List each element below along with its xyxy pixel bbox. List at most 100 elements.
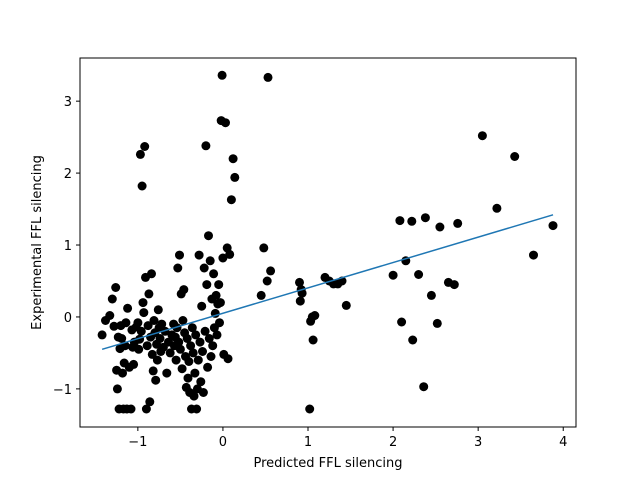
data-point — [218, 253, 228, 263]
data-point — [208, 341, 218, 351]
data-point — [408, 335, 418, 345]
data-point — [529, 250, 538, 260]
data-point — [295, 277, 304, 287]
data-point — [162, 368, 172, 378]
data-point — [138, 298, 148, 308]
data-point — [196, 377, 206, 387]
data-point — [137, 181, 147, 191]
y-axis-ticks: −1 0 1 2 3 — [53, 95, 80, 398]
data-point — [256, 290, 266, 300]
data-point — [165, 348, 175, 358]
data-point — [109, 321, 119, 331]
data-point — [225, 249, 235, 259]
data-point — [195, 337, 205, 347]
data-point — [141, 404, 151, 414]
data-point — [177, 364, 187, 374]
data-point — [111, 283, 121, 292]
regression-line — [101, 214, 554, 351]
x-axis-label: Predicted FFL silencing — [254, 456, 403, 471]
data-point — [198, 388, 208, 397]
data-point — [112, 384, 122, 394]
data-point — [204, 334, 214, 343]
data-point — [175, 344, 185, 354]
x-tick-label: 2 — [389, 435, 397, 450]
data-point — [206, 352, 216, 361]
data-point — [191, 330, 201, 340]
regression-line-group — [101, 214, 554, 351]
data-point — [205, 256, 215, 266]
data-point — [204, 231, 213, 241]
data-point — [426, 290, 436, 300]
data-point — [197, 301, 207, 311]
data-point — [117, 334, 127, 343]
plot-frame — [79, 57, 577, 428]
data-point — [194, 250, 204, 260]
data-point — [157, 319, 167, 329]
data-point — [198, 347, 207, 356]
data-point — [193, 355, 203, 365]
data-point — [420, 213, 430, 223]
data-point — [171, 355, 181, 365]
scatter-points — [97, 70, 558, 414]
data-point — [215, 298, 225, 308]
data-point — [407, 216, 417, 226]
data-point — [153, 305, 163, 315]
data-point — [266, 266, 276, 276]
data-point — [145, 397, 155, 407]
data-point — [175, 250, 184, 260]
data-point — [121, 318, 131, 328]
data-point — [262, 276, 272, 286]
data-point — [129, 359, 139, 369]
data-point — [152, 355, 162, 365]
data-point — [118, 368, 127, 378]
y-tick-label: 1 — [64, 239, 72, 254]
data-point — [187, 323, 197, 333]
data-point — [186, 341, 196, 351]
data-point — [135, 149, 145, 159]
data-point — [492, 203, 502, 213]
data-point — [228, 154, 238, 164]
data-point — [143, 321, 153, 331]
y-tick-label: 0 — [64, 311, 72, 326]
data-point — [173, 263, 183, 273]
y-tick-label: 2 — [64, 167, 72, 182]
data-point — [147, 269, 156, 279]
data-point — [310, 311, 320, 320]
data-point — [308, 335, 318, 345]
data-point — [215, 318, 224, 328]
y-tick-label: −1 — [53, 383, 72, 398]
data-point — [105, 311, 115, 320]
data-point — [192, 404, 202, 414]
data-point — [212, 330, 222, 340]
y-axis-label: Experimental FFL silencing — [30, 155, 45, 330]
data-point — [107, 294, 117, 304]
data-point — [449, 280, 459, 290]
data-point — [548, 221, 558, 231]
data-point — [226, 195, 236, 205]
data-point — [190, 368, 200, 378]
data-point — [397, 317, 407, 327]
x-tick-label: 0 — [219, 435, 227, 450]
data-point — [295, 296, 305, 306]
data-point — [182, 334, 192, 343]
x-axis-ticks: −1 0 1 2 3 4 — [128, 427, 567, 450]
data-point — [263, 72, 273, 82]
data-point — [139, 308, 149, 318]
data-point — [179, 285, 189, 295]
x-tick-label: 3 — [474, 435, 482, 450]
data-point — [183, 373, 193, 383]
data-point — [477, 131, 487, 141]
data-point — [140, 142, 150, 151]
data-point — [211, 290, 221, 300]
data-point — [148, 366, 158, 376]
data-point — [136, 326, 146, 336]
data-point — [432, 318, 442, 328]
data-point — [202, 280, 212, 290]
data-point — [453, 218, 463, 228]
data-point — [305, 404, 315, 414]
data-point — [188, 348, 198, 358]
data-point — [97, 330, 107, 340]
x-tick-label: 1 — [304, 435, 312, 450]
data-point — [142, 341, 152, 351]
data-point — [203, 362, 213, 372]
